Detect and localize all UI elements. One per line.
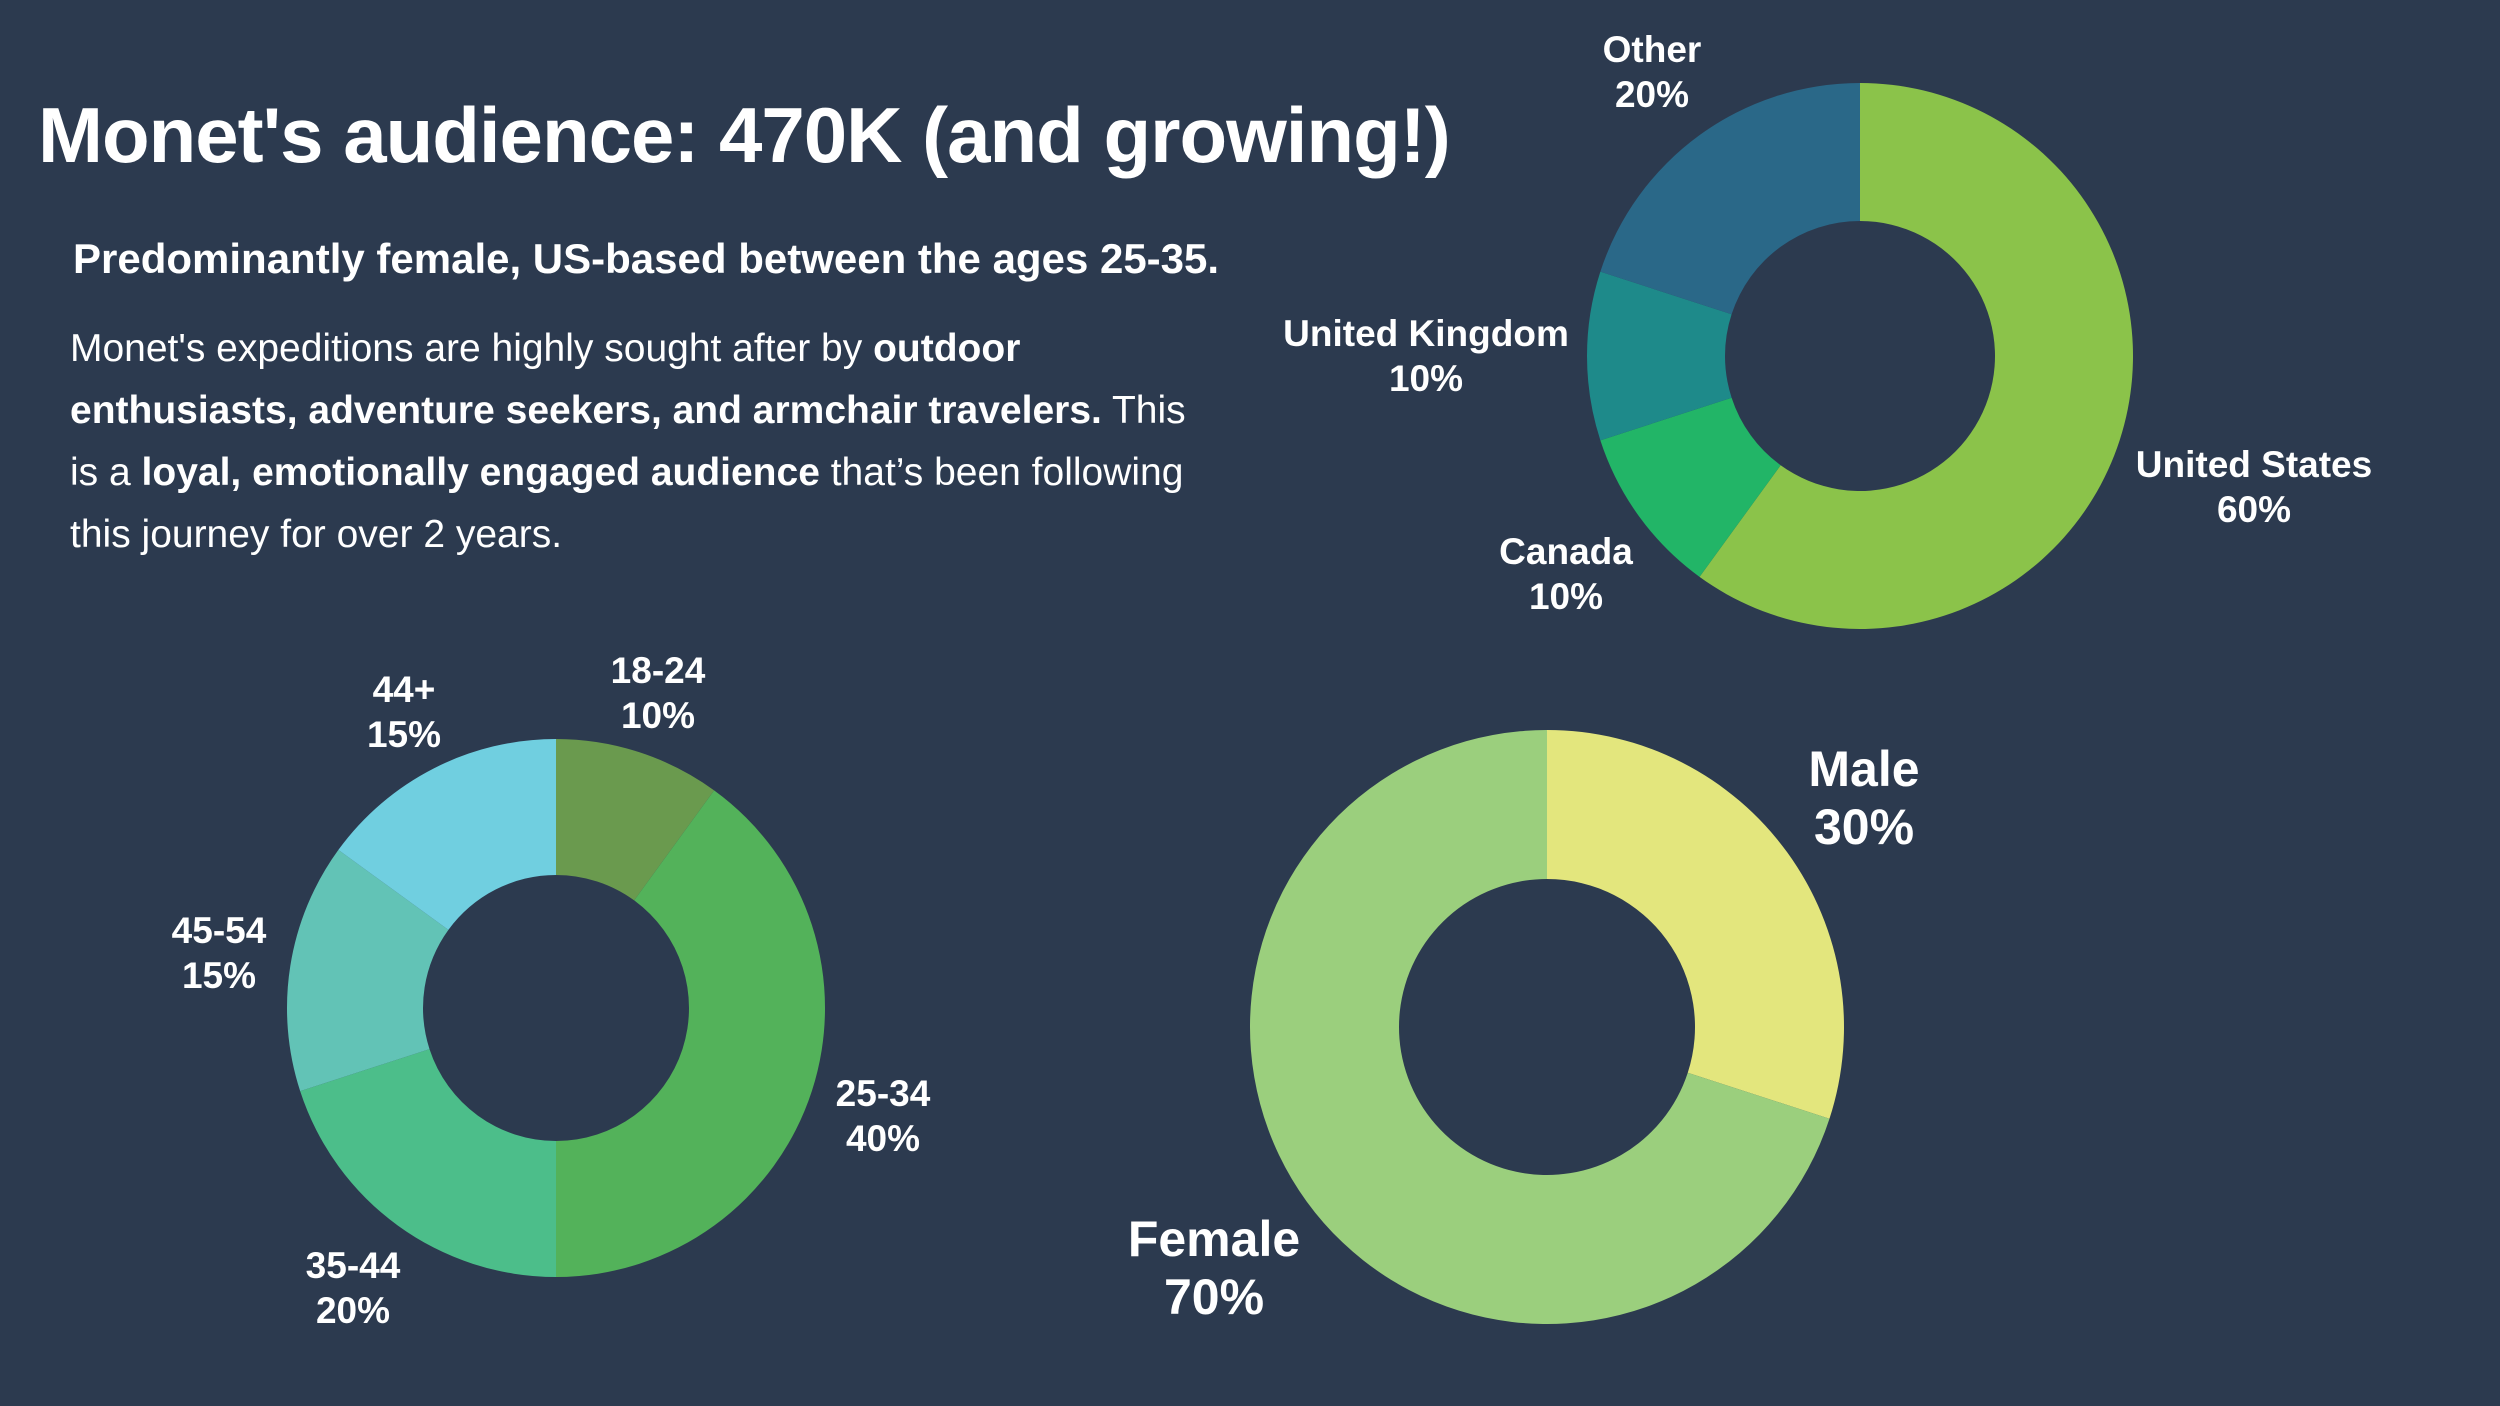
gender-label-male: Male xyxy=(1808,741,1919,797)
age-label-44: 44+ xyxy=(373,669,436,710)
gender-slice-male xyxy=(1547,730,1844,1119)
age-slice-18-24 xyxy=(556,739,715,901)
country-slice-other xyxy=(1600,83,1860,315)
country-label-united-states: United States xyxy=(2136,444,2372,485)
body-text: Monet's expeditions are highly sought af… xyxy=(70,327,874,370)
age-slice-35-44 xyxy=(300,1049,556,1277)
age-slice-25-34 xyxy=(556,790,825,1277)
country-value-other: 20% xyxy=(1615,74,1689,115)
body-text: This is a xyxy=(70,389,1186,494)
age-value-45-54: 15% xyxy=(182,955,256,996)
page-subtitle: Predominantly female, US-based between t… xyxy=(73,235,1220,282)
age-value-35-44: 20% xyxy=(316,1290,390,1331)
country-label-other: Other xyxy=(1603,29,1702,70)
age-label-45-54: 45-54 xyxy=(172,910,267,951)
page-title: Monet's audience: 470K (and growing!) xyxy=(38,91,1451,179)
gender-value-female: 70% xyxy=(1164,1269,1264,1325)
body-emphasis: loyal, emotionally engaged audience xyxy=(141,451,820,494)
age-value-44: 15% xyxy=(367,714,441,755)
age-slice-44 xyxy=(338,739,556,930)
age-label-25-34: 25-34 xyxy=(836,1073,931,1114)
country-value-united-kingdom: 10% xyxy=(1389,358,1463,399)
country-slice-united-kingdom xyxy=(1587,271,1732,441)
country-label-canada: Canada xyxy=(1499,531,1633,572)
age-value-25-34: 40% xyxy=(846,1118,920,1159)
audience-description: Monet's expeditions are highly sought af… xyxy=(70,318,1190,566)
body-emphasis: outdoor enthusiasts, adventure seekers, … xyxy=(70,327,1102,432)
gender-value-male: 30% xyxy=(1814,799,1914,855)
body-text: that’s been following this journey for o… xyxy=(70,451,1184,556)
gender-label-female: Female xyxy=(1128,1211,1300,1267)
country-value-united-states: 60% xyxy=(2217,489,2291,530)
country-slice-canada xyxy=(1600,397,1781,577)
country-value-canada: 10% xyxy=(1529,576,1603,617)
country-slice-united-states xyxy=(1699,83,2133,629)
gender-slice-female xyxy=(1250,730,1830,1324)
age-label-35-44: 35-44 xyxy=(306,1245,401,1286)
age-slice-45-54 xyxy=(286,849,449,1092)
age-label-18-24: 18-24 xyxy=(611,650,706,691)
age-value-18-24: 10% xyxy=(621,695,695,736)
country-label-united-kingdom: United Kingdom xyxy=(1283,313,1569,354)
